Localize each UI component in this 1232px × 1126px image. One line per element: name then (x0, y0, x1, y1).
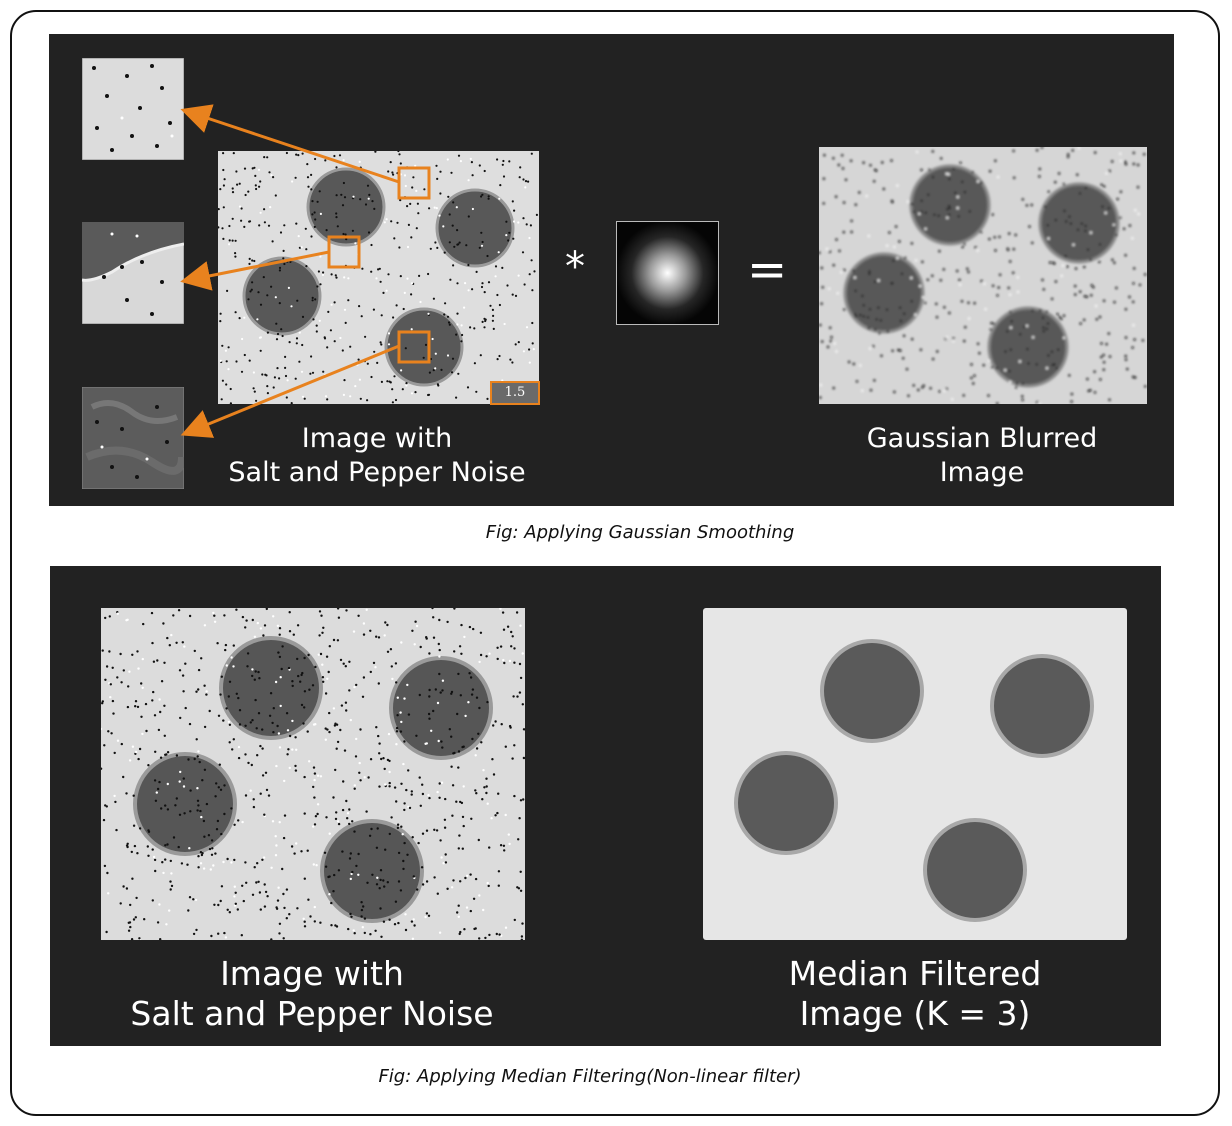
blurred-image-caption: Gaussian Blurred Image (819, 422, 1145, 490)
equals-symbol: = (747, 242, 788, 298)
noisy-caption-line2: Salt and Pepper Noise (228, 457, 526, 488)
median-caption-line1: Median Filtered (788, 954, 1042, 993)
median-figure-panel: Image with Salt and Pepper Noise Median … (50, 566, 1161, 1046)
zoom-inset-background (82, 58, 184, 160)
gaussian-blurred-image (819, 147, 1147, 404)
scale-badge: 1.5 (490, 381, 540, 405)
blurred-caption-line1: Gaussian Blurred (866, 423, 1098, 454)
figure-frame (10, 10, 1220, 1116)
convolution-symbol: * (565, 244, 585, 290)
median-caption-line2: Image (K = 3) (799, 994, 1031, 1033)
median-figure-caption: Fig: Applying Median Filtering(Non-linea… (378, 1066, 802, 1087)
noisy-coins-image (218, 151, 539, 404)
zoom-inset-coin-interior (82, 387, 184, 489)
noisy-large-caption-line1: Image with (220, 954, 404, 993)
noisy-large-caption-line2: Salt and Pepper Noise (130, 994, 494, 1033)
zoom-callout-arrows (180, 104, 431, 438)
blurred-caption-line2: Image (939, 457, 1025, 488)
noisy-coins-image-large (101, 608, 525, 940)
noisy-caption-line1: Image with (301, 423, 453, 454)
noisy-image-caption: Image with Salt and Pepper Noise (199, 422, 555, 490)
median-filtered-image (703, 608, 1127, 940)
gaussian-figure-panel: 1.5 Image with Salt and Pepper Noise * = (49, 34, 1174, 506)
gaussian-kernel (616, 221, 719, 325)
median-filtered-caption: Median Filtered Image (K = 3) (703, 954, 1127, 1034)
gaussian-figure-caption: Fig: Applying Gaussian Smoothing (485, 522, 795, 543)
noisy-large-caption: Image with Salt and Pepper Noise (90, 954, 534, 1034)
zoom-inset-coin-edge (82, 222, 184, 324)
